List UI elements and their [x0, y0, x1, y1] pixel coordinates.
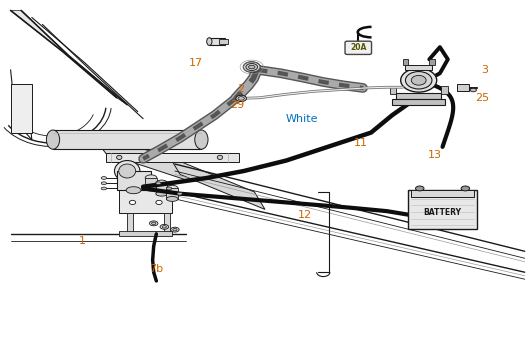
Text: 11: 11 — [354, 138, 367, 148]
Text: 13: 13 — [428, 150, 441, 160]
Ellipse shape — [156, 180, 167, 186]
Polygon shape — [11, 10, 127, 105]
Ellipse shape — [160, 224, 169, 229]
Ellipse shape — [47, 130, 59, 149]
Ellipse shape — [156, 200, 162, 205]
Polygon shape — [170, 157, 265, 209]
Ellipse shape — [461, 186, 470, 191]
Text: 1: 1 — [78, 236, 86, 246]
Ellipse shape — [401, 68, 437, 92]
Ellipse shape — [246, 64, 258, 70]
Ellipse shape — [101, 182, 107, 185]
Ellipse shape — [207, 38, 212, 45]
Ellipse shape — [166, 185, 178, 192]
Bar — [209, 38, 225, 45]
Text: 20A: 20A — [350, 43, 366, 52]
Bar — [441, 86, 448, 94]
Text: 2: 2 — [237, 84, 245, 94]
Text: 3: 3 — [481, 65, 489, 75]
Bar — [166, 188, 178, 199]
Bar — [403, 59, 408, 65]
Ellipse shape — [411, 75, 426, 85]
Bar — [164, 213, 170, 234]
Ellipse shape — [171, 227, 179, 232]
Bar — [390, 86, 396, 94]
Ellipse shape — [166, 196, 178, 201]
Ellipse shape — [470, 88, 476, 92]
Bar — [219, 39, 228, 44]
Ellipse shape — [405, 72, 432, 89]
Bar — [408, 190, 477, 229]
Text: White: White — [286, 114, 319, 124]
Ellipse shape — [145, 175, 157, 181]
Bar — [119, 190, 172, 213]
FancyBboxPatch shape — [345, 41, 372, 54]
Ellipse shape — [126, 187, 141, 194]
Ellipse shape — [166, 187, 172, 190]
Ellipse shape — [236, 95, 246, 102]
Text: 25: 25 — [475, 93, 489, 103]
Bar — [392, 99, 445, 105]
Bar — [11, 84, 32, 133]
Bar — [156, 183, 167, 194]
Ellipse shape — [101, 177, 107, 179]
Ellipse shape — [162, 226, 166, 228]
Bar — [127, 213, 132, 234]
Ellipse shape — [217, 155, 223, 159]
Ellipse shape — [416, 186, 424, 191]
Ellipse shape — [238, 97, 244, 100]
Text: BATTERY: BATTERY — [423, 208, 462, 217]
Bar — [106, 153, 238, 162]
Ellipse shape — [156, 191, 167, 196]
Polygon shape — [90, 133, 191, 181]
Bar — [457, 84, 469, 91]
Text: 7b: 7b — [149, 264, 163, 274]
Text: 17: 17 — [189, 58, 203, 68]
Ellipse shape — [119, 164, 136, 178]
Bar — [411, 190, 474, 197]
Ellipse shape — [249, 65, 255, 69]
Ellipse shape — [173, 228, 177, 231]
Bar — [117, 171, 151, 190]
Ellipse shape — [243, 62, 260, 72]
Bar — [429, 59, 435, 65]
Bar — [145, 178, 157, 188]
Text: 12: 12 — [298, 210, 312, 220]
Ellipse shape — [101, 187, 107, 190]
Text: 29: 29 — [231, 100, 244, 110]
Ellipse shape — [152, 222, 156, 225]
Bar — [396, 93, 441, 99]
Ellipse shape — [117, 155, 122, 159]
Bar — [119, 231, 172, 236]
Bar — [53, 130, 201, 149]
Ellipse shape — [114, 161, 140, 181]
Ellipse shape — [195, 130, 208, 149]
Ellipse shape — [149, 221, 158, 226]
Ellipse shape — [156, 182, 161, 185]
Bar — [405, 65, 432, 70]
Ellipse shape — [145, 186, 157, 191]
Ellipse shape — [129, 200, 136, 205]
Ellipse shape — [177, 192, 182, 195]
